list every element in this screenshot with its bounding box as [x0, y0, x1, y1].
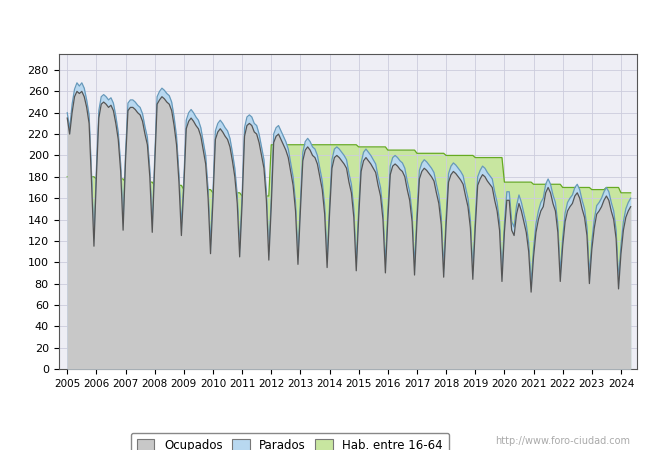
- Text: Jaraba - Evolucion de la poblacion en edad de Trabajar Mayo de 2024: Jaraba - Evolucion de la poblacion en ed…: [72, 18, 578, 33]
- Text: http://www.foro-ciudad.com: http://www.foro-ciudad.com: [495, 436, 630, 446]
- Legend: Ocupados, Parados, Hab. entre 16-64: Ocupados, Parados, Hab. entre 16-64: [131, 433, 449, 450]
